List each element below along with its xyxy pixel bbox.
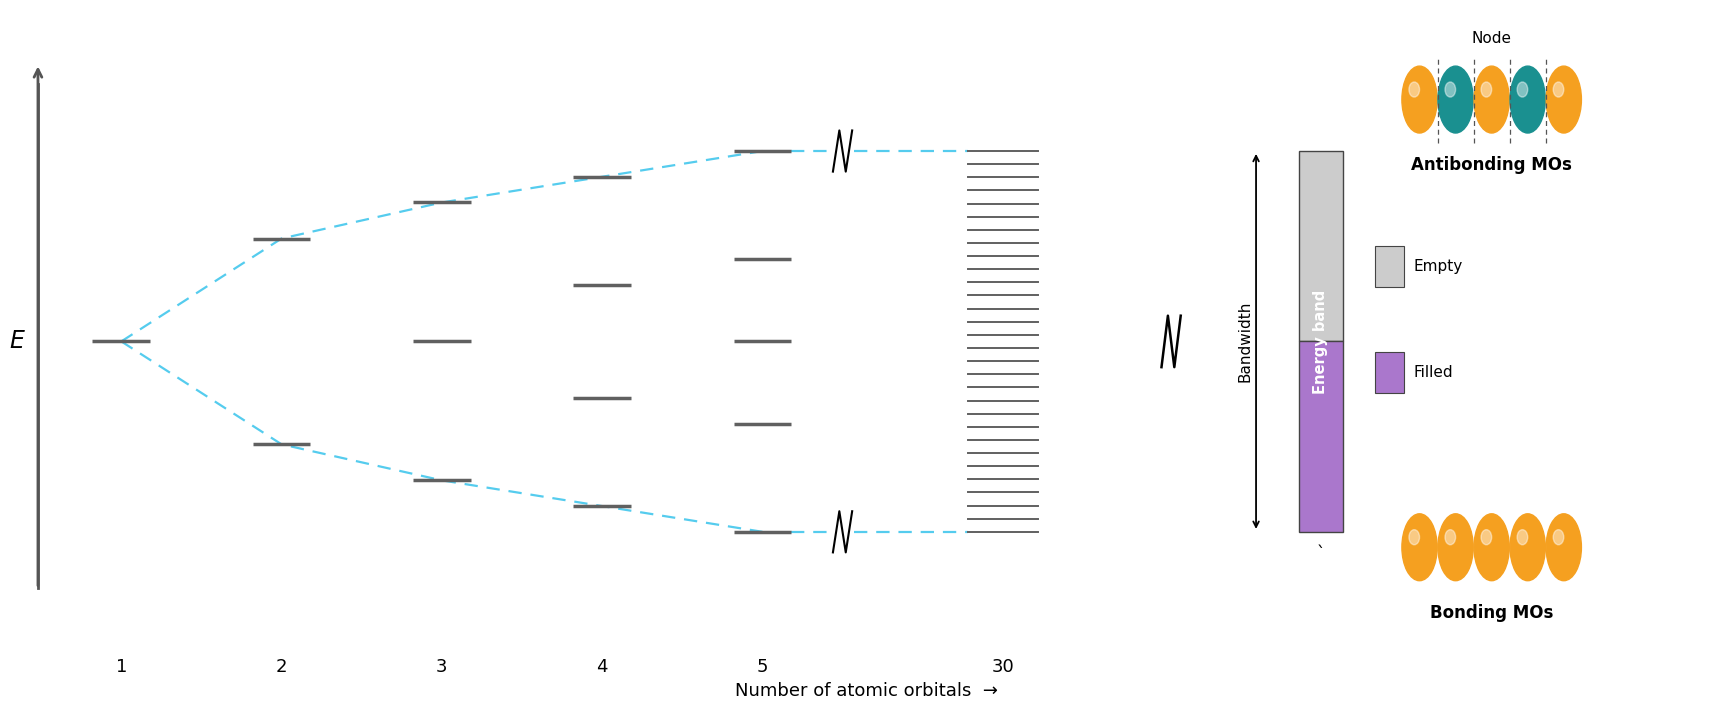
Ellipse shape (1401, 514, 1436, 580)
Ellipse shape (1552, 530, 1562, 544)
Bar (1374, 246, 1403, 287)
Ellipse shape (1545, 66, 1581, 133)
Ellipse shape (1408, 530, 1419, 544)
Ellipse shape (1515, 82, 1528, 97)
Ellipse shape (1438, 514, 1472, 580)
Bar (1299, 151, 1342, 341)
Text: Node: Node (1470, 30, 1510, 45)
Ellipse shape (1481, 530, 1491, 544)
Ellipse shape (1445, 82, 1455, 97)
Text: $E$: $E$ (9, 329, 26, 354)
Text: ˋ: ˋ (1317, 544, 1325, 563)
Ellipse shape (1474, 514, 1509, 580)
Ellipse shape (1515, 530, 1528, 544)
Ellipse shape (1401, 66, 1436, 133)
X-axis label: Number of atomic orbitals  →: Number of atomic orbitals → (735, 682, 998, 700)
Text: Filled: Filled (1412, 365, 1451, 380)
Text: Empty: Empty (1412, 259, 1462, 274)
Ellipse shape (1445, 530, 1455, 544)
Text: Bandwidth: Bandwidth (1237, 300, 1251, 382)
Ellipse shape (1545, 514, 1581, 580)
Text: Energy band: Energy band (1313, 289, 1327, 394)
Ellipse shape (1474, 66, 1509, 133)
Ellipse shape (1481, 82, 1491, 97)
Ellipse shape (1509, 66, 1545, 133)
Ellipse shape (1509, 514, 1545, 580)
Text: Antibonding MOs: Antibonding MOs (1410, 156, 1571, 174)
Bar (1374, 351, 1403, 393)
Ellipse shape (1408, 82, 1419, 97)
Ellipse shape (1552, 82, 1562, 97)
Bar (1299, 341, 1342, 532)
Ellipse shape (1438, 66, 1472, 133)
Text: Bonding MOs: Bonding MOs (1429, 604, 1552, 622)
